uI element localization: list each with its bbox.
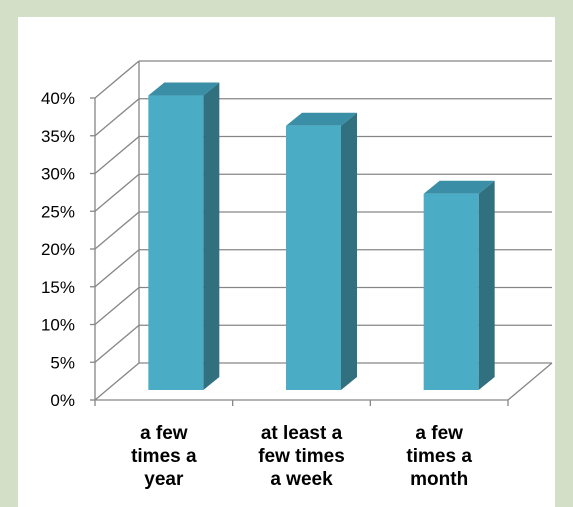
y-tick-label: 15% <box>41 278 75 297</box>
chart-frame: 0% 5% 10% 15% 20% 25% 30% 35% 40% a few times a yea… <box>18 17 555 507</box>
gridline-side <box>94 60 140 99</box>
gridline-side <box>94 324 140 363</box>
y-tick-label: 5% <box>50 353 75 372</box>
bar-side <box>478 180 495 390</box>
x-category-label: times a <box>131 446 197 467</box>
x-category-label: a few <box>140 423 188 444</box>
bar <box>423 193 479 390</box>
bar-side <box>203 82 220 391</box>
x-category-label: year <box>144 469 184 490</box>
floor-right-edge <box>507 362 553 401</box>
bar <box>148 95 204 391</box>
gridline-side <box>94 136 140 174</box>
bar-top <box>286 112 357 126</box>
y-tick-label: 25% <box>41 202 75 221</box>
gridline-side <box>94 287 140 325</box>
y-tick-label: 30% <box>41 165 75 184</box>
y-tick-label: 20% <box>41 240 75 259</box>
y-tick-label: 35% <box>41 127 75 146</box>
bar-top <box>423 180 495 194</box>
gridline-side <box>94 249 140 288</box>
x-category-label: month <box>410 469 468 490</box>
bar <box>286 125 341 390</box>
gridline-side <box>94 98 140 137</box>
x-category-label: at least a <box>261 423 343 444</box>
bar-top <box>148 82 220 96</box>
x-category-label: a week <box>270 469 333 490</box>
y-tick-label: 40% <box>41 89 75 108</box>
x-category-label: a few <box>415 423 463 444</box>
gridline-side <box>94 362 140 401</box>
gridline-side <box>94 211 140 250</box>
y-tick-label: 0% <box>50 391 75 410</box>
bar-side <box>341 112 357 390</box>
y-tick-label: 10% <box>41 316 75 335</box>
gridline-side <box>94 173 140 212</box>
x-category-label: few times <box>258 446 345 467</box>
x-category-label: times a <box>406 446 472 467</box>
